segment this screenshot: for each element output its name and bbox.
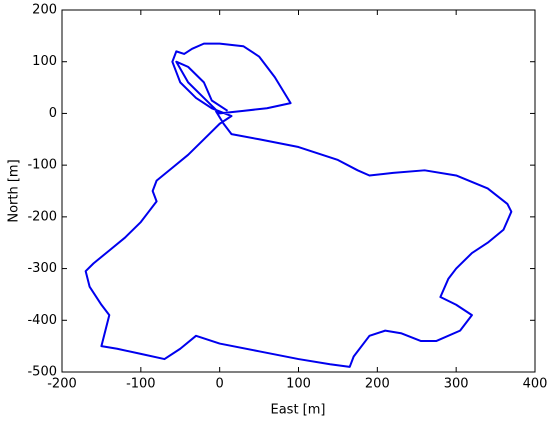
y-tick-label: 100	[32, 54, 57, 69]
plot-frame	[61, 9, 536, 373]
x-tick-label: 400	[523, 377, 548, 392]
trajectory-line	[84, 42, 513, 368]
y-tick-label: -500	[27, 365, 57, 380]
x-tick-label: -200	[47, 377, 77, 392]
y-tick-label: -400	[27, 313, 57, 328]
x-tick-label: -100	[126, 377, 156, 392]
y-axis-label: North [m]	[7, 159, 22, 222]
x-tick-label: 300	[444, 377, 469, 392]
x-tick-label: 200	[365, 377, 390, 392]
y-tick-label: -100	[27, 158, 57, 173]
y-tick-label: 200	[32, 3, 57, 18]
y-tick-label: 0	[49, 106, 57, 121]
x-tick-label: 100	[286, 377, 311, 392]
x-axis-label: East [m]	[271, 403, 326, 418]
y-tick-label: -300	[27, 261, 57, 276]
x-tick-label: 0	[216, 377, 224, 392]
y-tick-label: -200	[27, 209, 57, 224]
